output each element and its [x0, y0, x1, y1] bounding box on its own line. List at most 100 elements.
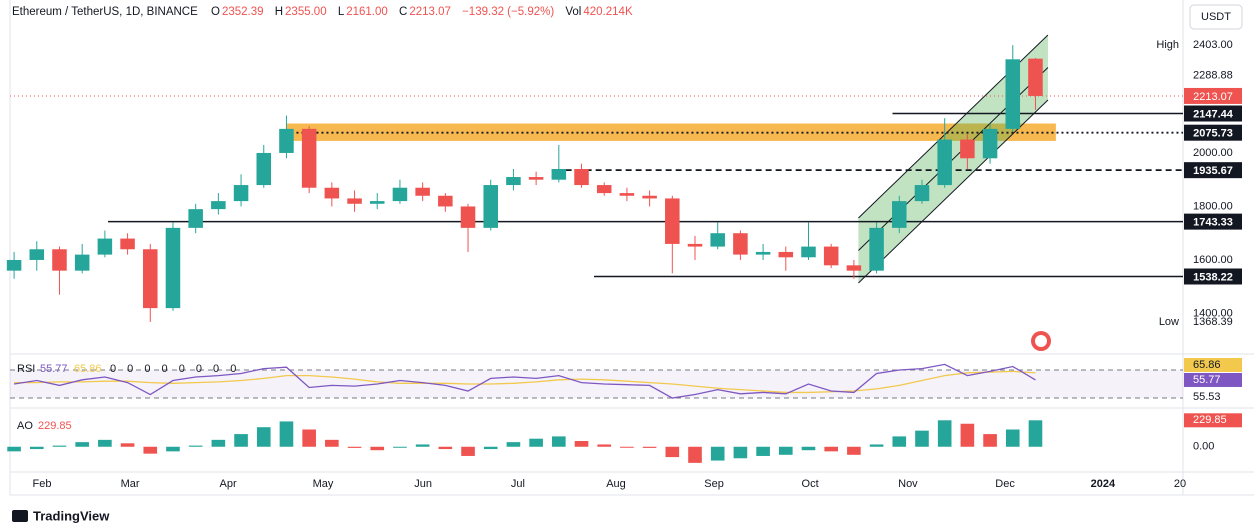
ao-bar	[325, 439, 339, 447]
rsi-legend-placeholders: 0 0 0 0 0 0 0 0	[110, 363, 240, 375]
ao-bar	[7, 446, 21, 452]
candle-body	[960, 139, 975, 159]
candle-body	[937, 139, 952, 186]
ao-bar	[915, 430, 929, 447]
symbol[interactable]: Ethereum / TetherUS, 1D, BINANCE	[12, 6, 198, 18]
channel-lower	[858, 99, 1049, 284]
candle-body	[415, 187, 430, 196]
candle-body	[188, 209, 203, 228]
candle-body	[1028, 58, 1043, 96]
ao-bar	[756, 446, 770, 456]
x-tick-label: Jul	[511, 478, 525, 490]
ao-bar	[801, 446, 816, 451]
candle-body	[687, 243, 703, 247]
candle-body	[233, 185, 249, 202]
ao-name: AO	[17, 420, 33, 432]
candle-body	[869, 227, 884, 271]
ao-bar	[778, 446, 793, 455]
ao-bar	[347, 446, 362, 448]
candle-body	[665, 198, 680, 244]
close: 2213.07	[409, 6, 451, 18]
high-marker-title: High	[1156, 39, 1179, 51]
ao-bar	[461, 446, 475, 456]
low: 2161.00	[346, 6, 388, 18]
ao-bar	[574, 441, 589, 447]
ao-bar	[710, 446, 725, 461]
level-label-box	[1184, 268, 1242, 285]
ao-bar	[552, 436, 566, 447]
candle-body	[120, 238, 135, 250]
candle-body	[710, 233, 725, 247]
x-tick-label: Dec	[995, 478, 1015, 490]
ao-axis-label: 229.85	[1193, 414, 1227, 426]
ao-bar	[665, 446, 680, 458]
candle-body	[6, 259, 22, 271]
x-tick-label: Mar	[121, 478, 140, 490]
candle-body	[460, 206, 476, 228]
x-tick-label: Sep	[704, 478, 724, 490]
c-label: C	[399, 6, 408, 18]
event-icon-inner	[1035, 335, 1047, 347]
ao-bar	[188, 445, 203, 447]
candle-body	[596, 185, 612, 194]
ao-bar	[892, 436, 907, 447]
candle-body	[324, 187, 340, 199]
rsi-axis-label: 55.77	[1193, 374, 1221, 386]
candle-body	[347, 198, 362, 204]
x-tick-label: Apr	[220, 478, 237, 490]
currency: USDT	[1201, 11, 1231, 23]
level-label-box	[1184, 124, 1242, 141]
candle-body	[369, 201, 385, 204]
ao-bar	[688, 446, 702, 463]
candle-body	[528, 177, 544, 180]
high: 2355.00	[285, 6, 327, 18]
candle-body	[74, 254, 90, 271]
candle-body	[551, 169, 567, 180]
rsi-legend-value: 55.77	[40, 363, 68, 375]
ao-bar	[234, 434, 248, 447]
candle-body	[506, 177, 521, 186]
x-tick-label: Nov	[898, 478, 918, 490]
currency-button[interactable]	[1189, 4, 1243, 30]
ao-bar	[620, 446, 634, 448]
level-label: 2075.73	[1193, 128, 1233, 140]
header: Ethereum / TetherUS, 1D, BINANCE O 2352.3…	[12, 6, 641, 18]
ao-bar	[415, 444, 430, 447]
change: −139.32 (−5.92%)	[462, 6, 555, 18]
ao-bar	[506, 442, 521, 447]
ao-bar	[75, 442, 89, 447]
ao-bar	[302, 429, 316, 447]
x-tick-label: Feb	[33, 478, 52, 490]
y-tick-label: 1800.00	[1193, 200, 1233, 212]
level-label: 2147.44	[1193, 108, 1234, 120]
candle-body	[29, 249, 45, 260]
x-tick-label: May	[313, 478, 334, 490]
ao-bar	[52, 445, 67, 447]
vol-label: Vol	[565, 6, 582, 18]
y-tick-label: 2000.00	[1193, 147, 1233, 159]
candle-body	[755, 251, 771, 255]
y-tick-label: 1400.00	[1193, 307, 1233, 319]
x-tick-label: Oct	[802, 478, 819, 490]
volume: 420.214K	[583, 6, 633, 18]
y-tick-label: 2288.88	[1193, 70, 1233, 82]
ao-bar	[937, 420, 952, 447]
ao-bar	[98, 439, 112, 447]
ao-bar	[597, 444, 612, 447]
candle-body	[914, 185, 930, 202]
ao-bar	[256, 427, 271, 447]
ao-bar	[393, 446, 407, 448]
candle-body	[483, 185, 498, 228]
x-tick-label: 20	[1174, 478, 1186, 490]
candle-body	[846, 265, 862, 271]
candle-body	[211, 201, 226, 210]
h-label: H	[274, 6, 284, 18]
x-tick-label: Jun	[414, 478, 432, 490]
open: 2352.39	[221, 6, 264, 18]
candle-body	[1005, 59, 1021, 129]
candle-body	[892, 201, 907, 228]
rsi-legend-ma: 65.86	[74, 363, 102, 375]
rsi-line	[13, 363, 1036, 399]
brand: TradingView	[33, 508, 110, 523]
